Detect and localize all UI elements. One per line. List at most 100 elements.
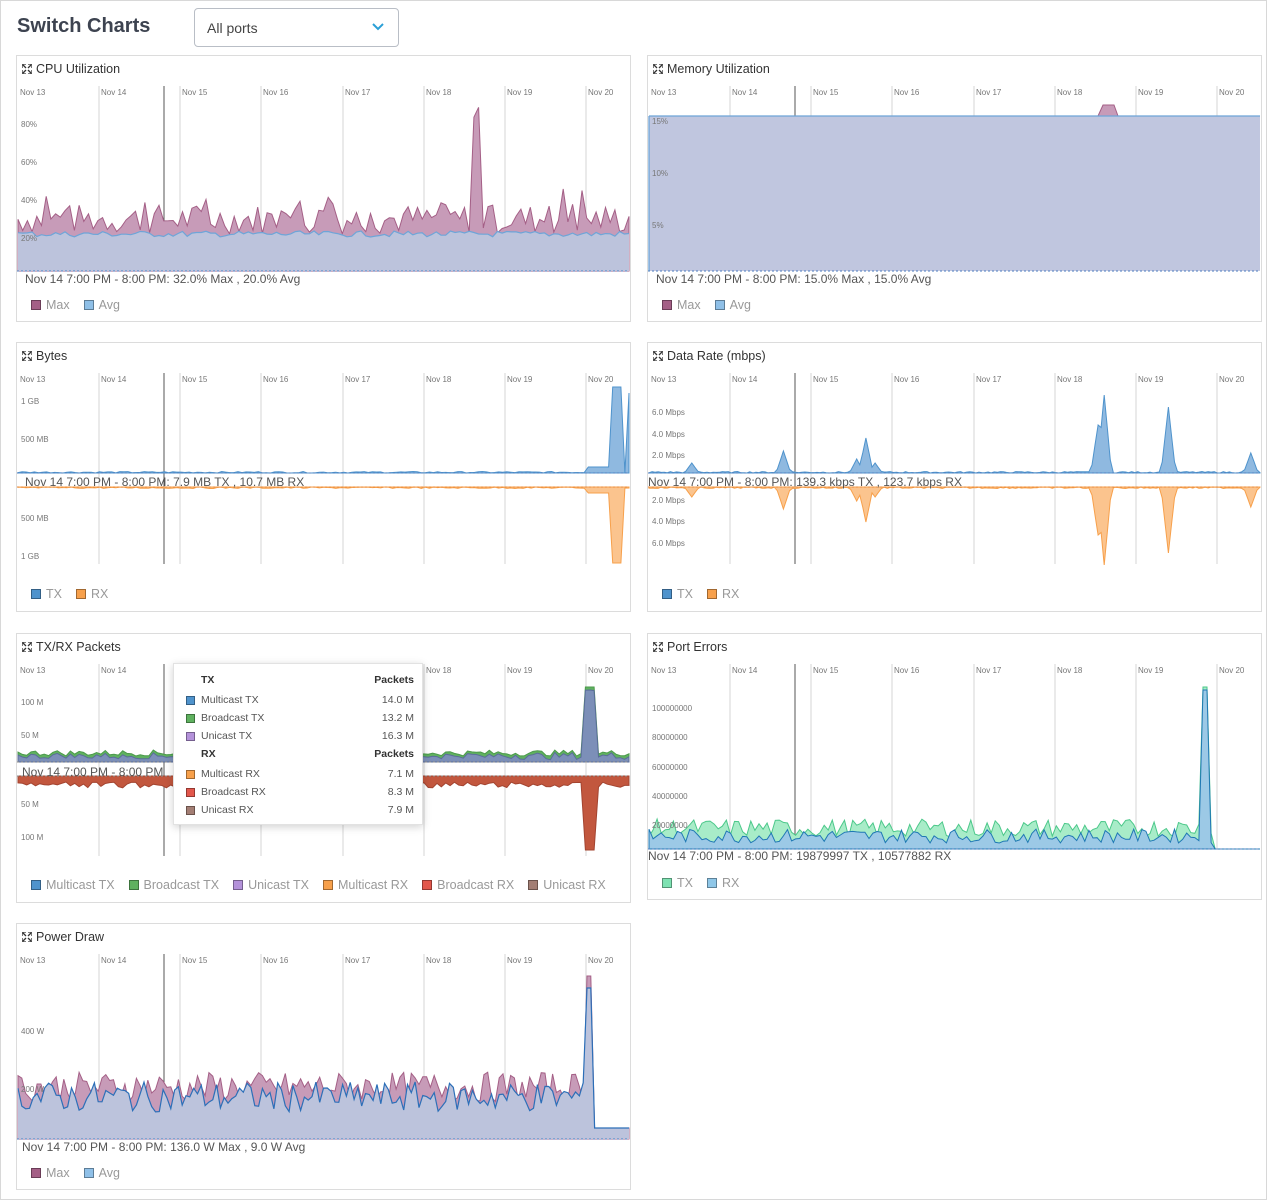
legend-unicast-rx[interactable]: Unicast RX [528, 878, 606, 892]
y-tick-label: 20% [21, 234, 37, 243]
legend-tx[interactable]: TX [31, 587, 62, 601]
tooltip-row: Multicast TX 14.0 M [186, 693, 414, 707]
y-tick-label: 80% [21, 120, 37, 129]
tooltip-row: Unicast RX 7.9 M [186, 803, 414, 817]
legend-rx[interactable]: RX [75, 587, 108, 601]
avg-area [649, 116, 1260, 271]
day-label: Nov 14 [732, 666, 758, 675]
hover-readout: Nov 14 7:00 PM - 8:00 PM: 32.0% Max , 20… [25, 272, 301, 286]
day-label: Nov 16 [263, 956, 289, 965]
legend-tx[interactable]: TX [662, 587, 693, 601]
day-label: Nov 17 [345, 956, 371, 965]
packets-tooltip: TX Packets Multicast TX 14.0 M Broadcast T… [173, 663, 423, 825]
card-title: Power Draw [36, 930, 105, 944]
hover-readout: Nov 14 7:00 PM - 8:00 PM: 7.9 MB TX , 10… [25, 475, 305, 489]
port-filter-dropdown[interactable]: All ports [194, 8, 399, 47]
day-label: Nov 18 [426, 88, 452, 97]
bytes-chart[interactable]: Nov 13 Nov 14 Nov 15 Nov 16 Nov 17 Nov 18 Nov … [17, 371, 631, 567]
legend-avg[interactable]: Avg [83, 1166, 120, 1180]
day-label: Nov 13 [651, 666, 677, 675]
day-label: Nov 17 [345, 375, 371, 384]
tooltip-swatch [186, 731, 195, 741]
tx-area [648, 686, 1260, 850]
rx-area [17, 486, 630, 564]
chart-legend: TX RX [31, 587, 108, 601]
expand-icon[interactable] [22, 351, 32, 361]
tooltip-swatch [186, 787, 195, 797]
power-chart[interactable]: Nov 13 Nov 14 Nov 15 Nov 16 Nov 17 Nov 18 Nov … [17, 952, 631, 1142]
day-label: Nov 14 [732, 88, 758, 97]
legend-unicast-tx[interactable]: Unicast TX [233, 878, 309, 892]
day-label: Nov 14 [101, 666, 127, 675]
y-tick-label: 6.0 Mbps [652, 539, 685, 548]
legend-label: Max [46, 298, 70, 312]
day-label: Nov 20 [588, 956, 614, 965]
day-label: Nov 14 [101, 375, 127, 384]
y-tick-label: 60% [21, 158, 37, 167]
avg-area [18, 231, 629, 271]
data-rate-card: Data Rate (mbps) Nov 13 Nov 14 Nov 15 Nov 1… [647, 342, 1262, 612]
day-label: Nov 13 [20, 375, 46, 384]
day-label: Nov 16 [894, 88, 920, 97]
chevron-down-icon [372, 23, 384, 31]
legend-rx[interactable]: RX [706, 587, 739, 601]
y-tick-label: 500 MB [21, 435, 49, 444]
legend-label: TX [677, 587, 693, 601]
legend-swatch [422, 880, 433, 890]
legend-rx[interactable]: RX [706, 876, 739, 890]
rx-area [648, 486, 1261, 566]
legend-multicast-tx[interactable]: Multicast TX [31, 878, 115, 892]
y-tick-label: 2.0 Mbps [652, 451, 685, 460]
legend-tx[interactable]: TX [662, 876, 693, 890]
legend-label: Multicast RX [337, 878, 409, 892]
y-tick-label: 20000000 [652, 821, 688, 830]
day-label: Nov 19 [507, 88, 533, 97]
tooltip-row: Broadcast RX 8.3 M [186, 785, 414, 799]
legend-avg[interactable]: Avg [83, 298, 120, 312]
legend-max[interactable]: Max [31, 1166, 70, 1180]
day-label: Nov 15 [182, 375, 208, 384]
avg-line [17, 230, 630, 238]
legend-multicast-rx[interactable]: Multicast RX [322, 878, 409, 892]
y-tick-label: 40% [21, 196, 37, 205]
day-label: Nov 17 [976, 666, 1002, 675]
legend-avg[interactable]: Avg [714, 298, 751, 312]
legend-max[interactable]: Max [662, 298, 701, 312]
hover-readout: Nov 14 7:00 PM - 8:00 PM [22, 765, 164, 779]
chart-legend: Multicast TX Broadcast TX Unicast TX Mul… [31, 878, 606, 892]
memory-chart[interactable]: Nov 13 Nov 14 Nov 15 Nov 16 Nov 17 Nov 18 Nov … [648, 84, 1262, 274]
day-label: Nov 16 [894, 375, 920, 384]
page-title: Switch Charts [17, 15, 151, 37]
day-label: Nov 16 [263, 375, 289, 384]
day-label: Nov 17 [976, 88, 1002, 97]
day-label: Nov 18 [426, 375, 452, 384]
day-label: Nov 13 [651, 88, 677, 97]
tooltip-rx-header: RX Packets [201, 748, 414, 760]
y-tick-label: 5% [652, 221, 664, 230]
legend-swatch [706, 878, 717, 888]
legend-label: Max [677, 298, 701, 312]
day-label: Nov 17 [976, 375, 1002, 384]
legend-broadcast-rx[interactable]: Broadcast RX [422, 878, 514, 892]
expand-icon[interactable] [653, 351, 663, 361]
legend-swatch [233, 880, 244, 890]
legend-max[interactable]: Max [31, 298, 70, 312]
data-rate-chart[interactable]: Nov 13 Nov 14 Nov 15 Nov 16 Nov 17 Nov 18 Nov … [648, 371, 1262, 567]
legend-swatch [31, 1168, 41, 1178]
expand-icon[interactable] [653, 642, 663, 652]
legend-swatch [31, 880, 41, 890]
legend-label: Max [46, 1166, 70, 1180]
cpu-chart[interactable]: Nov 13 Nov 14 Nov 15 Nov 16 Nov 17 Nov 18 Nov … [17, 84, 631, 274]
legend-broadcast-tx[interactable]: Broadcast TX [128, 878, 219, 892]
expand-icon[interactable] [653, 64, 663, 74]
y-tick-label: 4.0 Mbps [652, 517, 685, 526]
y-tick-label: 1 GB [21, 397, 39, 406]
expand-icon[interactable] [22, 64, 32, 74]
day-label: Nov 15 [182, 956, 208, 965]
day-label: Nov 19 [507, 956, 533, 965]
port-errors-chart[interactable]: Nov 13 Nov 14 Nov 15 Nov 16 Nov 17 Nov 18 Nov … [648, 662, 1262, 852]
day-label: Nov 19 [1138, 666, 1164, 675]
y-tick-label: 40000000 [652, 792, 688, 801]
expand-icon[interactable] [22, 642, 32, 652]
expand-icon[interactable] [22, 932, 32, 942]
